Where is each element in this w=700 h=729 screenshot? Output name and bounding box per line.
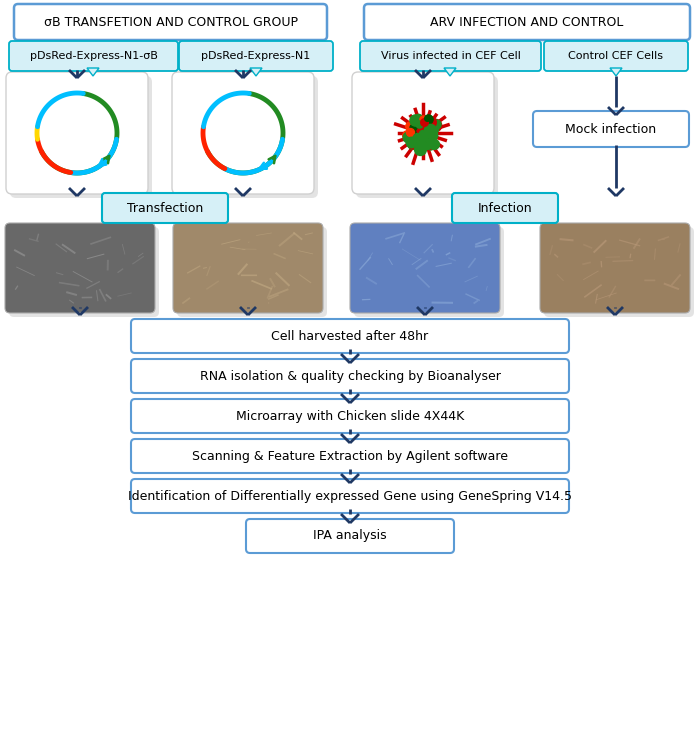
- FancyBboxPatch shape: [176, 76, 318, 198]
- Text: Microarray with Chicken slide 4X44K: Microarray with Chicken slide 4X44K: [236, 410, 464, 423]
- FancyBboxPatch shape: [5, 223, 155, 313]
- FancyBboxPatch shape: [533, 111, 689, 147]
- FancyBboxPatch shape: [364, 4, 690, 40]
- FancyBboxPatch shape: [10, 76, 152, 198]
- Text: IPA analysis: IPA analysis: [313, 529, 387, 542]
- FancyBboxPatch shape: [544, 41, 688, 71]
- Polygon shape: [250, 68, 262, 76]
- Text: RNA isolation & quality checking by Bioanalyser: RNA isolation & quality checking by Bioa…: [199, 370, 500, 383]
- FancyBboxPatch shape: [179, 41, 333, 71]
- FancyBboxPatch shape: [352, 72, 494, 194]
- FancyBboxPatch shape: [354, 227, 504, 317]
- FancyBboxPatch shape: [177, 227, 327, 317]
- FancyBboxPatch shape: [102, 193, 228, 223]
- Text: Virus infected in CEF Cell: Virus infected in CEF Cell: [381, 51, 520, 61]
- Text: Transfection: Transfection: [127, 201, 203, 214]
- FancyBboxPatch shape: [246, 519, 454, 553]
- Text: Scanning & Feature Extraction by Agilent software: Scanning & Feature Extraction by Agilent…: [192, 450, 508, 462]
- FancyBboxPatch shape: [6, 72, 148, 194]
- FancyBboxPatch shape: [356, 76, 498, 198]
- Text: Mock infection: Mock infection: [566, 122, 657, 136]
- Polygon shape: [87, 68, 99, 76]
- FancyBboxPatch shape: [131, 439, 569, 473]
- FancyBboxPatch shape: [172, 72, 314, 194]
- FancyBboxPatch shape: [544, 227, 694, 317]
- FancyBboxPatch shape: [540, 223, 690, 313]
- FancyBboxPatch shape: [452, 193, 558, 223]
- FancyBboxPatch shape: [360, 41, 541, 71]
- Text: ARV INFECTION AND CONTROL: ARV INFECTION AND CONTROL: [430, 15, 624, 28]
- Polygon shape: [444, 68, 456, 76]
- FancyBboxPatch shape: [131, 319, 569, 353]
- Text: Infection: Infection: [477, 201, 532, 214]
- Text: pDsRed-Express-N1-σB: pDsRed-Express-N1-σB: [29, 51, 158, 61]
- FancyBboxPatch shape: [9, 41, 178, 71]
- FancyBboxPatch shape: [350, 223, 500, 313]
- Text: σB TRANSFETION AND CONTROL GROUP: σB TRANSFETION AND CONTROL GROUP: [43, 15, 298, 28]
- Text: Control CEF Cells: Control CEF Cells: [568, 51, 664, 61]
- Text: Identification of Differentially expressed Gene using GeneSpring V14.5: Identification of Differentially express…: [128, 489, 572, 502]
- Text: Cell harvested after 48hr: Cell harvested after 48hr: [272, 330, 428, 343]
- FancyBboxPatch shape: [131, 399, 569, 433]
- Text: pDsRed-Express-N1: pDsRed-Express-N1: [202, 51, 311, 61]
- Polygon shape: [610, 68, 622, 76]
- FancyBboxPatch shape: [9, 227, 159, 317]
- FancyBboxPatch shape: [14, 4, 327, 40]
- FancyBboxPatch shape: [131, 359, 569, 393]
- FancyBboxPatch shape: [131, 479, 569, 513]
- FancyBboxPatch shape: [173, 223, 323, 313]
